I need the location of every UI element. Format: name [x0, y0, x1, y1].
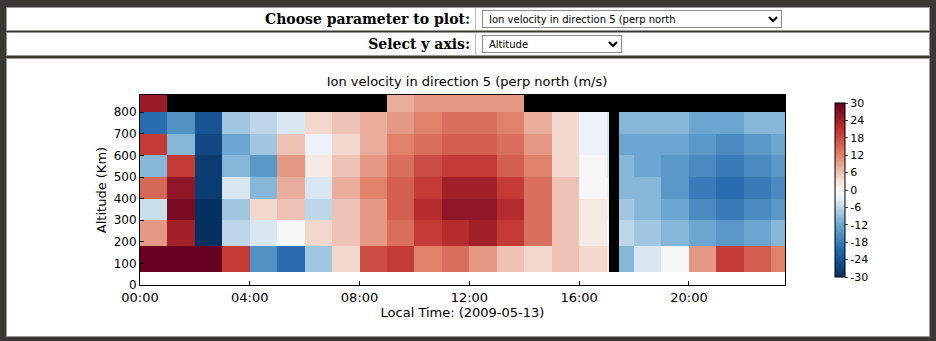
svg-text:16:00: 16:00: [560, 290, 597, 305]
svg-text:800: 800: [114, 105, 137, 119]
svg-text:18: 18: [850, 132, 864, 145]
svg-text:0: 0: [850, 184, 857, 197]
svg-text:04:00: 04:00: [231, 290, 268, 305]
svg-text:0: 0: [129, 278, 137, 292]
svg-text:-12: -12: [850, 219, 868, 232]
svg-text:700: 700: [114, 127, 137, 141]
svg-text:00:00: 00:00: [121, 290, 158, 305]
svg-text:100: 100: [114, 257, 137, 271]
svg-text:08:00: 08:00: [341, 290, 378, 305]
svg-text:300: 300: [114, 213, 137, 227]
svg-text:24: 24: [850, 114, 864, 127]
svg-text:600: 600: [114, 149, 137, 163]
svg-text:Ion velocity in direction 5 (p: Ion velocity in direction 5 (perp north …: [327, 74, 608, 89]
svg-text:Local Time: (2009-05-13): Local Time: (2009-05-13): [381, 305, 545, 320]
html-text:Select y axis:: Select y axis:: [368, 36, 475, 52]
svg-text:-30: -30: [850, 271, 868, 284]
svg-text:-18: -18: [850, 236, 868, 249]
svg-text:500: 500: [114, 170, 137, 184]
svg-text:-6: -6: [850, 201, 861, 214]
svg-text:400: 400: [114, 192, 137, 206]
svg-text:12: 12: [850, 149, 864, 162]
svg-text:200: 200: [114, 235, 137, 249]
svg-text:6: 6: [850, 166, 857, 179]
svg-text:-24: -24: [850, 253, 868, 266]
html-text:Choose parameter to plot:: Choose parameter to plot:: [265, 11, 475, 27]
svg-text:30: 30: [850, 97, 864, 110]
svg-text:12:00: 12:00: [451, 290, 488, 305]
svg-text:Altitude (Km): Altitude (Km): [94, 147, 109, 233]
svg-text:20:00: 20:00: [670, 290, 707, 305]
